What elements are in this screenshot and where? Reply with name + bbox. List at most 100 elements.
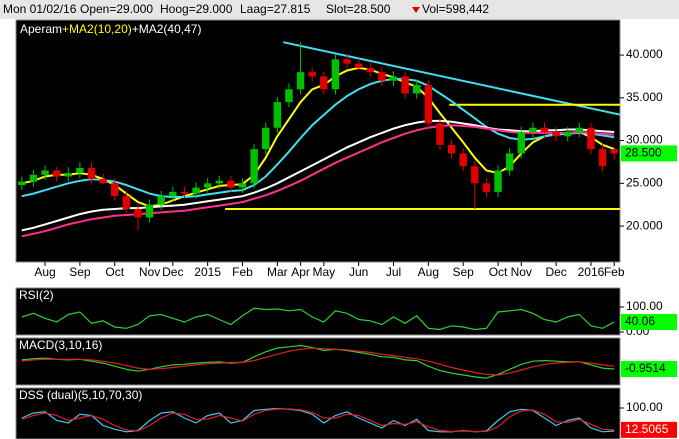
trendline [282, 41, 620, 116]
candle-body [447, 144, 456, 154]
legend: Aperam+MA2(10,20)+MA2(40,47) [20, 22, 201, 36]
candle-body [598, 149, 607, 167]
candle-body [99, 179, 107, 184]
panel [21, 307, 615, 331]
moving-average [21, 124, 615, 238]
value-tag [621, 421, 677, 438]
candle-body [238, 183, 247, 188]
indicator-line [21, 407, 615, 433]
candle-body [494, 170, 502, 192]
candle-body [564, 132, 572, 137]
panel-title: RSI(2) [19, 288, 54, 302]
header-field: Slot=28.500 [326, 2, 391, 16]
legend-entry: +MA2(40,47) [132, 22, 202, 36]
x-tick-label: May [312, 265, 335, 279]
header-field: Hoog=29.000 [160, 2, 233, 16]
y-tick-label: 30.000 [626, 133, 663, 147]
y-tick-label: 20.000 [626, 218, 663, 232]
y-tick-label: 35.000 [626, 90, 663, 104]
candle-body [366, 67, 374, 73]
header-field: Vol=598,442 [422, 2, 489, 16]
panel-title: MACD(3,10,16) [19, 338, 102, 352]
indicator-line [21, 307, 615, 331]
x-tick-label: Dec [545, 265, 566, 279]
price-tag [621, 145, 677, 162]
x-tick-label: 2016 [578, 265, 605, 279]
x-tick-label: Aug [418, 265, 439, 279]
y-tick-label: 25.000 [626, 176, 663, 190]
legend-entry: +MA2(10,20) [62, 22, 132, 36]
moving-average [21, 119, 615, 232]
candle-body [424, 84, 433, 124]
x-tick-label: Nov [139, 265, 160, 279]
candle-body [215, 180, 223, 184]
x-tick-label: Jul [386, 265, 401, 279]
header-field: Laag=27.815 [240, 2, 311, 16]
candle-body [169, 191, 177, 197]
y-tick-label: 100.00 [626, 299, 663, 313]
candle-body [64, 173, 72, 177]
candle-body [262, 127, 270, 150]
x-tick-label: Mar [267, 265, 288, 279]
value-tag-label: 12.5065 [625, 422, 669, 436]
candle-body [296, 72, 305, 90]
candle-body [308, 72, 316, 77]
plot-area [15, 19, 621, 263]
x-tick-label: Feb [232, 265, 253, 279]
x-tick-label: Sep [69, 265, 91, 279]
panel [21, 344, 615, 379]
candle-body [331, 59, 340, 90]
candle-body [552, 132, 560, 137]
panel [21, 407, 615, 433]
value-tag [621, 313, 677, 330]
candle-body [505, 153, 514, 171]
x-tick-label: 2015 [194, 265, 221, 279]
candle-body [203, 183, 212, 188]
candle-body [227, 180, 235, 188]
x-tick-label: Feb [604, 265, 625, 279]
candle-body [285, 89, 293, 103]
x-tick-label: Aug [34, 265, 55, 279]
candle-body [343, 59, 351, 64]
candle-body [122, 196, 131, 209]
x-tick-label: Nov [511, 265, 532, 279]
y-tick-label: 40.000 [626, 47, 663, 61]
header-field: Open=29.000 [80, 2, 153, 16]
candle-body [389, 76, 398, 81]
candle-body [273, 102, 282, 128]
x-tick-label: Oct [105, 265, 124, 279]
candle-body [41, 170, 49, 175]
candle-body [459, 153, 467, 167]
x-tick-label: Sep [453, 265, 475, 279]
candle-body [517, 132, 525, 154]
candle-body [354, 63, 363, 68]
indicator-line [21, 347, 615, 376]
plot-area [15, 387, 621, 439]
y-tick-label: 100.00 [626, 400, 663, 414]
x-tick-label: Oct [489, 265, 508, 279]
candle-body [529, 127, 537, 133]
candle-body [250, 149, 258, 184]
candle-body [134, 208, 142, 218]
value-tag [621, 361, 677, 378]
price-tag-label: 28.500 [625, 146, 662, 160]
header-field: Mon 01/02/16 [3, 2, 77, 16]
plot-area [15, 337, 621, 386]
candle-body [18, 181, 26, 186]
candle-body [180, 191, 189, 194]
value-tag-label: -0.9514 [625, 361, 666, 375]
candle-body [320, 76, 328, 90]
moving-average [21, 78, 615, 198]
candle-body [29, 174, 38, 182]
candle-body [401, 76, 409, 94]
candle-body [111, 183, 119, 197]
header-bar [0, 0, 679, 19]
candle-body [378, 72, 386, 81]
candle-body [540, 127, 549, 133]
candle-body [610, 149, 618, 154]
x-tick-label: Apr [291, 265, 310, 279]
candle-body [413, 84, 421, 94]
candle-body [575, 127, 584, 133]
